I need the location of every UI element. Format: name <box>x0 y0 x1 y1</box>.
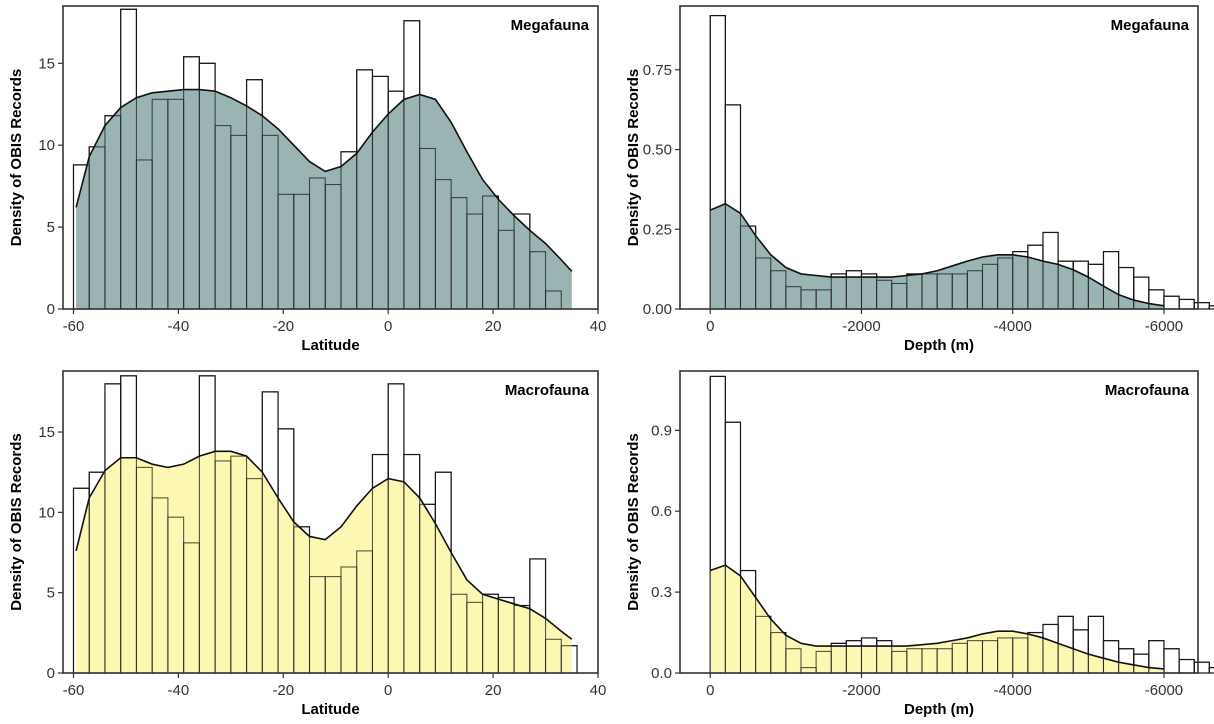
density-curve <box>709 202 1165 307</box>
chart-panel: 0.00 0.25 0.50 0.75 0 -2000 -4000 -6000 Depth (m… <box>625 5 1214 354</box>
density-area <box>76 451 572 673</box>
x-tick-label: 0 <box>384 318 392 335</box>
panel-label: Macrofauna <box>1105 382 1190 399</box>
x-tick-label: -6000 <box>1145 682 1183 699</box>
y-tick-label: 0 <box>47 665 55 682</box>
x-tick-label: 40 <box>590 682 607 699</box>
y-axis-title: Density of OBIS Records <box>625 433 642 611</box>
x-tick-label: 0 <box>706 682 714 699</box>
y-tick-label: 15 <box>38 424 55 441</box>
x-axis-title: Depth (m) <box>904 701 974 718</box>
histogram-bar <box>1193 661 1210 674</box>
x-axis-title: Latitude <box>301 701 359 718</box>
y-tick-label: 0.75 <box>643 62 672 79</box>
y-tick-label: 15 <box>38 55 55 72</box>
histogram-bar-outline <box>1163 295 1180 310</box>
histogram-bar-outline <box>1178 298 1195 310</box>
panel-border <box>679 5 1199 310</box>
chart-panel: 0.0 0.3 0.6 0.9 0 -2000 -4000 -6000 Depth (m) Den… <box>625 370 1214 718</box>
y-tick-label: 0.9 <box>651 422 672 439</box>
histogram-bar <box>1178 658 1195 674</box>
chart-panel: 0 5 10 15 -60 -40 -20 0 20 40 Latitude Density of O… <box>8 5 607 354</box>
histogram-bar <box>1163 295 1180 310</box>
y-tick-label: 5 <box>47 219 55 236</box>
histogram-bar-outline <box>1208 667 1214 674</box>
histogram-bar <box>1193 302 1210 310</box>
y-tick-label: 0.3 <box>651 584 672 601</box>
x-tick-label: -2000 <box>842 318 880 335</box>
y-axis-title: Density of OBIS Records <box>8 433 25 611</box>
x-tick-label: -40 <box>168 318 190 335</box>
density-area <box>710 203 1164 309</box>
density-curve <box>709 564 1165 670</box>
x-axis-title: Depth (m) <box>904 337 974 354</box>
density-curve <box>75 88 573 272</box>
density-curve <box>75 450 573 640</box>
histogram-bar-outline <box>1193 302 1210 310</box>
histogram-bar <box>1178 298 1195 310</box>
y-tick-label: 0.50 <box>643 142 672 159</box>
x-tick-label: 0 <box>384 682 392 699</box>
histogram-bar-outline <box>1163 648 1180 674</box>
x-tick-label: 20 <box>485 318 502 335</box>
x-tick-label: -6000 <box>1145 318 1183 335</box>
y-tick-label: 0.25 <box>643 221 672 238</box>
x-tick-label: -20 <box>272 318 294 335</box>
x-tick-label: 40 <box>590 318 607 335</box>
y-tick-label: 0 <box>47 301 55 318</box>
x-axis-title: Latitude <box>301 337 359 354</box>
panel-label: Megafauna <box>1111 17 1190 34</box>
y-tick-label: 0.6 <box>651 503 672 520</box>
histogram-bar <box>1208 667 1214 674</box>
x-tick-label: -2000 <box>842 682 880 699</box>
panel-border <box>62 5 599 310</box>
y-tick-label: 5 <box>47 585 55 602</box>
x-tick-label: -4000 <box>994 682 1032 699</box>
y-tick-label: 10 <box>38 137 55 154</box>
chart-panel: 0 5 10 15 -60 -40 -20 0 20 40 Latitude Density of O… <box>8 370 607 718</box>
y-tick-label: 0.0 <box>651 665 672 682</box>
panel-label: Megafauna <box>511 17 590 34</box>
y-axis-title: Density of OBIS Records <box>625 69 642 247</box>
x-tick-label: -20 <box>272 682 294 699</box>
y-tick-label: 0.00 <box>643 301 672 318</box>
histogram-bar-outline <box>1208 305 1214 310</box>
panel-border <box>679 370 1199 674</box>
y-tick-label: 10 <box>38 504 55 521</box>
y-axis-title: Density of OBIS Records <box>8 69 25 247</box>
x-tick-label: 20 <box>485 682 502 699</box>
x-tick-label: 0 <box>706 318 714 335</box>
density-area <box>76 89 572 310</box>
x-tick-label: -4000 <box>994 318 1032 335</box>
histogram-bar-outline <box>1193 661 1210 674</box>
histogram-bar <box>1163 648 1180 674</box>
panel-label: Macrofauna <box>505 382 590 399</box>
histogram-bar-outline <box>1178 659 1195 674</box>
panel-border <box>62 370 599 674</box>
x-tick-label: -60 <box>63 318 85 335</box>
x-tick-label: -60 <box>63 682 85 699</box>
x-tick-label: -40 <box>168 682 190 699</box>
